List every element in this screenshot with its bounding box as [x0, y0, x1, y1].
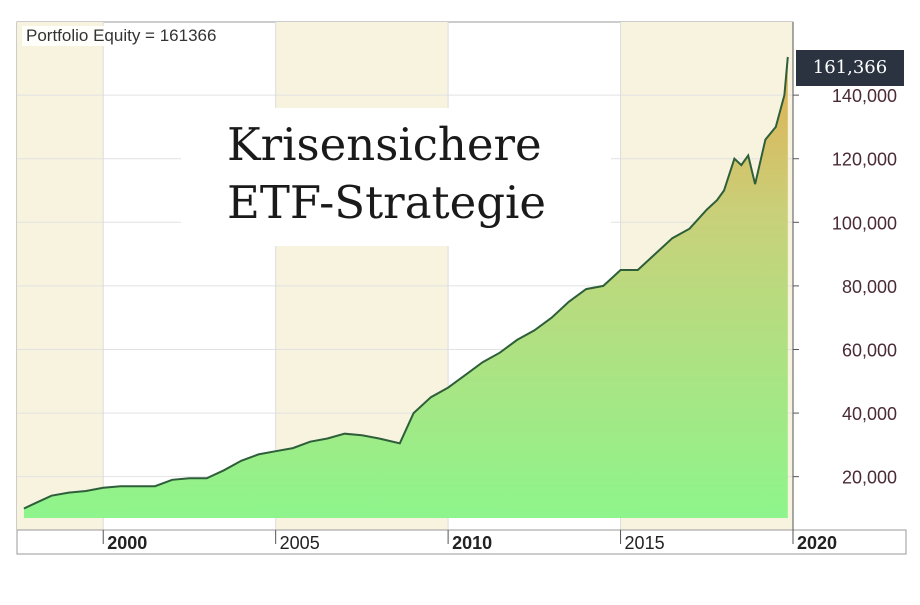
- strategy-title-line-1: Krisensichere: [227, 118, 542, 171]
- x-tick-label: 2010: [452, 533, 492, 553]
- y-tick-label: 120,000: [832, 150, 897, 170]
- x-tick-label: 2005: [280, 533, 320, 553]
- y-tick-label: 20,000: [842, 468, 897, 488]
- equity-line: [23, 56, 789, 510]
- year-band: [17, 22, 104, 530]
- equity-area: [23, 57, 788, 518]
- x-tick-label: 2015: [625, 533, 665, 553]
- y-tick-label: 100,000: [832, 213, 897, 233]
- y-tick-label: 40,000: [842, 404, 897, 424]
- last-value-badge: 161,366: [796, 50, 904, 86]
- x-axis-ticks: 2000 2005 2010 2015 2020: [102, 530, 837, 553]
- y-axis-ticks: 20,000 40,000 60,000 80,000 100,000 120,000 14…: [793, 86, 897, 488]
- series-legend: Portfolio Equity = 161366: [22, 26, 221, 46]
- y-tick-label: 60,000: [842, 340, 897, 360]
- x-tick-label: 2020: [797, 533, 837, 553]
- y-tick-label: 80,000: [842, 277, 897, 297]
- x-tick-label: 2000: [107, 533, 147, 553]
- y-tick-label: 140,000: [832, 86, 897, 106]
- strategy-title-box: Krisensichere ETF-Strategie: [181, 108, 611, 246]
- x-axis-panel: [16, 529, 907, 555]
- strategy-title-line-2: ETF-Strategie: [227, 176, 547, 229]
